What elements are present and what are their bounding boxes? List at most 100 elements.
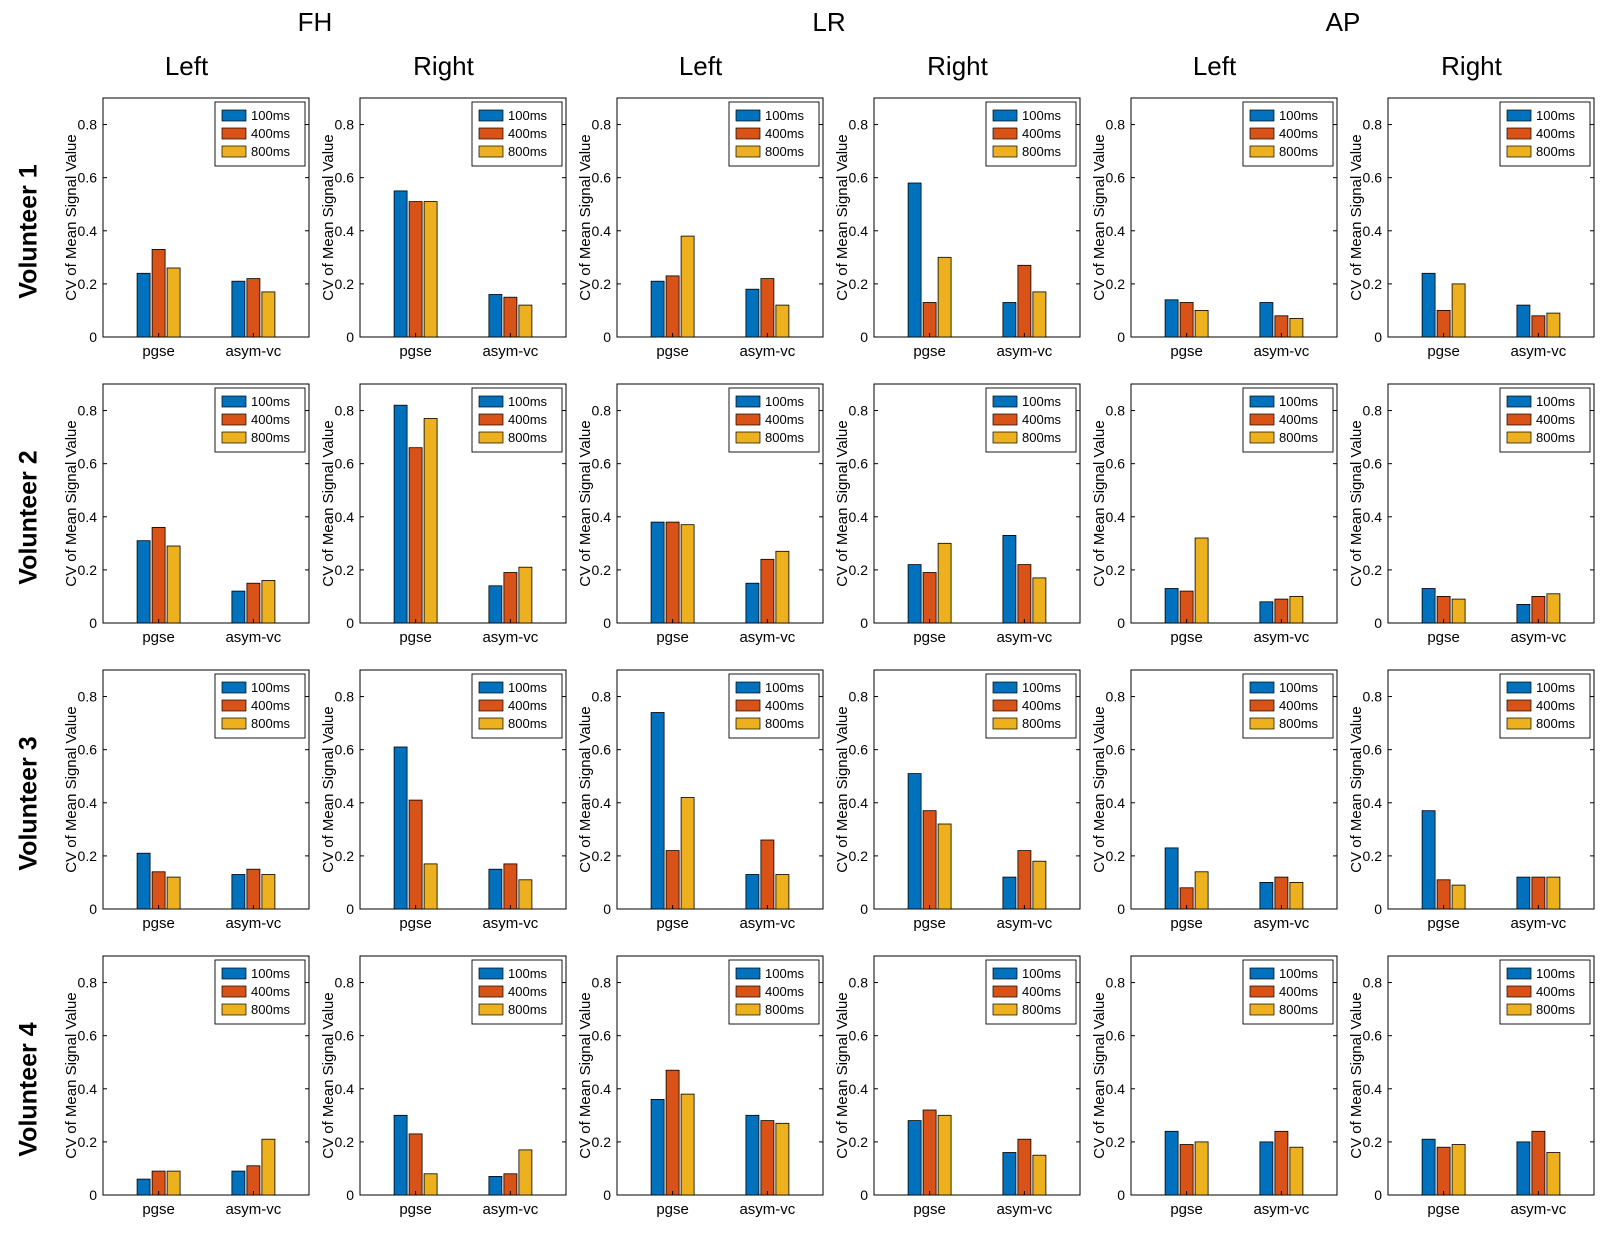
y-tick-label: 0.8 [1363, 975, 1383, 991]
bar-400ms [665, 1069, 680, 1196]
legend-label-800ms: 800ms [765, 430, 805, 445]
x-tick-label: asym-vc [1510, 1201, 1566, 1218]
subplot-volunteer1-ap-right: 0 0.2 0.4 0.6 0.8CV of Mean Signal Value pgse… [1348, 97, 1595, 360]
bar-400ms [1179, 1144, 1194, 1196]
bar-400ms [1274, 1130, 1289, 1196]
legend-label-800ms: 800ms [1279, 430, 1319, 445]
legend-swatch-100ms [478, 681, 504, 694]
y-axis-label: CV of Mean Signal Value [63, 134, 80, 301]
legend-swatch-100ms [735, 967, 761, 980]
bar-100ms [1259, 601, 1274, 624]
bar-400ms [1179, 302, 1194, 338]
bar-800ms [1194, 1141, 1209, 1196]
y-tick-label: 0.2 [1363, 276, 1383, 292]
bar-100ms [1516, 603, 1531, 624]
y-tick-label: 0.8 [78, 975, 98, 991]
y-tick-label: 0.4 [849, 509, 869, 525]
y-tick-label: 0.6 [1363, 456, 1383, 472]
bar-800ms [518, 1149, 533, 1196]
legend-label-800ms: 800ms [251, 1002, 291, 1017]
y-tick-label: 0.4 [78, 509, 98, 525]
bar-400ms [151, 248, 166, 338]
bar-400ms [665, 521, 680, 624]
legend-swatch-400ms [1506, 699, 1532, 712]
legend-swatch-100ms [1506, 967, 1532, 980]
legend-swatch-100ms [1506, 681, 1532, 694]
legend-label-100ms: 100ms [1279, 394, 1319, 409]
chart-cell: 0 0.2 0.4 0.6 0.8 CV of Mean Signal Value pgse… [829, 660, 1086, 946]
bar-800ms [937, 823, 952, 910]
legend-swatch-800ms [1506, 1003, 1532, 1016]
y-tick-label: 0 [603, 901, 611, 917]
y-tick-label: 0.6 [1363, 170, 1383, 186]
x-tick-label: pgse [913, 629, 946, 646]
x-tick-label: pgse [1427, 915, 1460, 932]
legend-swatch-400ms [735, 699, 761, 712]
y-tick-label: 0.4 [1363, 795, 1383, 811]
x-tick-label: asym-vc [739, 629, 795, 646]
legend-label-400ms: 400ms [1022, 126, 1062, 141]
bar-100ms [1259, 1141, 1274, 1196]
y-tick-label: 0.2 [335, 276, 355, 292]
bar-100ms [907, 773, 922, 910]
legend: 100ms 400ms 800ms [1242, 673, 1334, 739]
chart-cell: 0 0.2 0.4 0.6 0.8 CV of Mean Signal Value pgse… [1086, 946, 1343, 1232]
bar-800ms [166, 876, 181, 910]
y-tick-label: 0.6 [78, 1028, 98, 1044]
y-tick-label: 0.8 [335, 975, 355, 991]
y-axis-label: CV of Mean Signal Value [577, 134, 594, 301]
y-tick-label: 0.4 [335, 1081, 355, 1097]
bar-100ms [1002, 1152, 1017, 1196]
y-axis-label: CV of Mean Signal Value [577, 420, 594, 587]
legend-label-800ms: 800ms [508, 144, 548, 159]
legend-swatch-800ms [992, 717, 1018, 730]
y-tick-label: 0 [1117, 329, 1125, 345]
legend-label-800ms: 800ms [1279, 1002, 1319, 1017]
legend-swatch-100ms [735, 109, 761, 122]
header-spacer [0, 44, 58, 88]
bar-100ms [393, 1114, 408, 1196]
legend-swatch-800ms [735, 431, 761, 444]
bar-400ms [1017, 264, 1032, 338]
legend-swatch-800ms [992, 1003, 1018, 1016]
legend-label-400ms: 400ms [765, 126, 805, 141]
plot-box [359, 955, 567, 1196]
chart-cell: 0 0.2 0.4 0.6 0.8 CV of Mean Signal Value pgse… [572, 660, 829, 946]
y-axis-label: CV of Mean Signal Value [1091, 706, 1108, 873]
bar-400ms [760, 839, 775, 910]
legend-label-100ms: 100ms [508, 394, 548, 409]
bar-800ms [166, 267, 181, 338]
plot-box [359, 97, 567, 338]
legend-swatch-400ms [478, 985, 504, 998]
bar-800ms [1289, 317, 1304, 338]
chart-cell: 0 0.2 0.4 0.6 0.8 CV of Mean Signal Value pgse… [315, 660, 572, 946]
x-tick-label: pgse [399, 915, 432, 932]
y-tick-label: 0.2 [78, 848, 98, 864]
bar-100ms [745, 874, 760, 910]
legend-label-400ms: 400ms [1022, 984, 1062, 999]
x-tick-label: pgse [142, 1201, 175, 1218]
x-tick-label: pgse [399, 629, 432, 646]
y-tick-label: 0.6 [592, 170, 612, 186]
legend-label-400ms: 400ms [765, 698, 805, 713]
bar-100ms [393, 746, 408, 910]
plot-box [1130, 97, 1338, 338]
legend-swatch-800ms [735, 1003, 761, 1016]
subplot-volunteer1-fh-left: 0 0.2 0.4 0.6 0.8CV of Mean Signal Value pgse… [63, 97, 310, 360]
legend: 100ms 400ms 800ms [1242, 387, 1334, 453]
y-tick-label: 0 [603, 615, 611, 631]
bar-100ms [650, 280, 665, 338]
bar-800ms [261, 580, 276, 624]
bar-100ms [231, 1170, 246, 1196]
plot-box [359, 383, 567, 624]
legend-label-800ms: 800ms [508, 1002, 548, 1017]
plot-box [102, 955, 310, 1196]
bar-100ms [1516, 1141, 1531, 1196]
y-tick-label: 0.2 [849, 1134, 869, 1150]
chart-cell: 0 0.2 0.4 0.6 0.8 CV of Mean Signal Value pgse… [58, 660, 315, 946]
y-axis-label: CV of Mean Signal Value [63, 992, 80, 1159]
bar-800ms [423, 201, 438, 338]
y-tick-label: 0.6 [849, 170, 869, 186]
legend-swatch-400ms [735, 985, 761, 998]
